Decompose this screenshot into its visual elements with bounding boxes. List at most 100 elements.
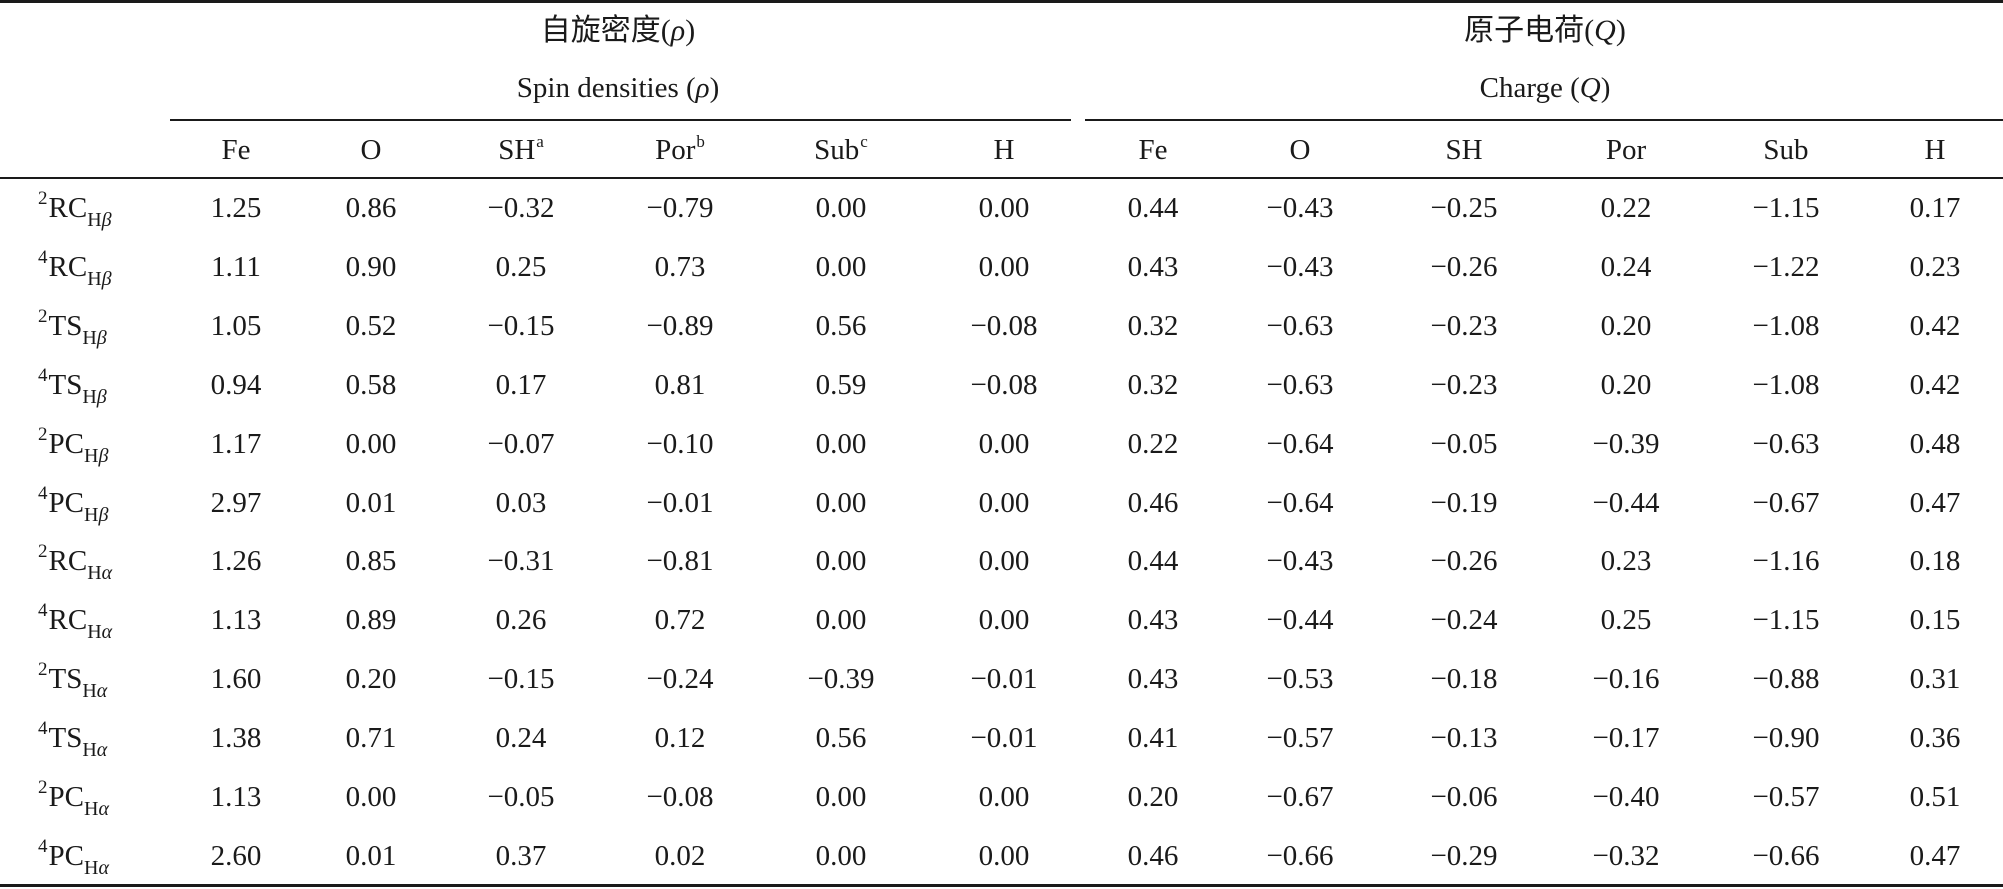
table-cell: 0.43 <box>1127 604 1179 637</box>
table-cell: 0.20 <box>1127 781 1179 813</box>
spin-multiplicity: 2 <box>38 541 48 563</box>
top-rule <box>0 0 2003 3</box>
table-cell: −0.15 <box>487 663 555 696</box>
table-cell: −0.32 <box>1592 839 1660 872</box>
table-cell: 2.60 <box>210 839 262 872</box>
table-cell: −1.16 <box>1752 545 1820 578</box>
table-cell: 0.23 <box>1909 250 1961 283</box>
species-name: RC <box>48 192 88 224</box>
table-cell: −1.08 <box>1752 309 1820 342</box>
table-cell: 0.41 <box>1127 722 1179 755</box>
spin-multiplicity: 4 <box>38 835 48 857</box>
table-cell: 0.22 <box>1600 192 1652 224</box>
table-cell: 0.25 <box>1600 604 1652 637</box>
species-name: PC <box>48 486 84 519</box>
table-cell: −0.67 <box>1266 781 1334 813</box>
table-cell: −0.18 <box>1430 663 1498 696</box>
species-name: TS <box>48 309 83 342</box>
spin-multiplicity: 4 <box>38 246 48 268</box>
table-cell: 0.71 <box>345 722 397 755</box>
table-cell: −0.63 <box>1266 368 1334 401</box>
footnote-marker: a <box>536 132 544 151</box>
row-label: 4RCHβ <box>38 248 112 289</box>
table-cell: −0.19 <box>1430 486 1498 519</box>
hydrogen-position: Hα <box>82 739 108 762</box>
table-cell: 0.58 <box>345 368 397 401</box>
table-cell: 0.01 <box>345 486 397 519</box>
table-cell: −0.90 <box>1752 722 1820 755</box>
table-cell: 0.00 <box>978 427 1030 460</box>
species-name: TS <box>48 663 83 696</box>
table-cell: −0.26 <box>1430 250 1498 283</box>
table-cell: 0.00 <box>345 781 397 813</box>
table-cell: −0.23 <box>1430 309 1498 342</box>
column-header: Fe <box>1138 134 1168 166</box>
table-cell: 0.02 <box>654 839 706 872</box>
table-cell: −0.53 <box>1266 663 1334 696</box>
table-cell: 0.43 <box>1127 663 1179 696</box>
table-cell: −0.24 <box>646 663 714 696</box>
table-cell: 1.11 <box>211 250 261 283</box>
table-cell: 0.42 <box>1909 368 1961 401</box>
table-cell: −0.64 <box>1266 427 1334 460</box>
table-cell: 0.01 <box>345 839 397 872</box>
table-cell: −1.15 <box>1752 604 1820 637</box>
table-cell: −0.43 <box>1266 250 1334 283</box>
table-cell: 0.00 <box>815 604 867 637</box>
column-header: SHa <box>498 132 544 166</box>
row-label: 4PCHβ <box>38 484 108 525</box>
table-cell: 0.56 <box>815 722 867 755</box>
table-cell: −0.05 <box>487 781 555 813</box>
hydrogen-position: Hα <box>82 680 108 703</box>
table-cell: −0.13 <box>1430 722 1498 755</box>
spin-multiplicity: 2 <box>38 188 48 209</box>
table-cell: −0.05 <box>1430 427 1498 460</box>
table-cell: 0.20 <box>345 663 397 696</box>
table-cell: 0.24 <box>495 722 547 755</box>
table-cell: 1.25 <box>210 192 262 224</box>
column-header: SH <box>1445 134 1483 166</box>
table-cell: 1.60 <box>210 663 262 696</box>
table-cell: 0.44 <box>1127 192 1179 224</box>
table-cell: 1.13 <box>210 604 262 637</box>
hydrogen-position: Hβ <box>82 385 107 408</box>
hydrogen-position: Hα <box>87 562 113 585</box>
species-name: TS <box>48 722 83 755</box>
table-cell: 0.52 <box>345 309 397 342</box>
spin-density-header-cn: 自旋密度(ρ) <box>540 14 696 47</box>
hydrogen-position: Hα <box>83 798 109 820</box>
table-cell: −0.23 <box>1430 368 1498 401</box>
table-cell: −0.01 <box>646 486 714 519</box>
table-cell: 0.23 <box>1600 545 1652 578</box>
table-cell: −0.43 <box>1266 192 1334 224</box>
charge-group-rule <box>1085 119 2003 121</box>
table-cell: 0.00 <box>815 486 867 519</box>
table-cell: −0.24 <box>1430 604 1498 637</box>
table-cell: 0.48 <box>1909 427 1961 460</box>
row-label: 2PCHα <box>38 778 109 819</box>
column-header: Fe <box>221 134 251 166</box>
column-header: H <box>1924 134 1946 166</box>
hydrogen-position: Hα <box>87 621 113 644</box>
table-cell: 1.38 <box>210 722 262 755</box>
table-cell: 0.25 <box>495 250 547 283</box>
table-cell: 0.00 <box>815 545 867 578</box>
table-cell: 0.32 <box>1127 309 1179 342</box>
column-header: H <box>993 134 1015 166</box>
table-cell: 0.00 <box>978 486 1030 519</box>
spin-group-rule <box>170 119 1071 121</box>
spin-multiplicity: 4 <box>38 600 48 622</box>
column-header: Porb <box>655 132 705 166</box>
table-cell: −0.26 <box>1430 545 1498 578</box>
spin-multiplicity: 2 <box>38 777 48 798</box>
table-cell: −0.32 <box>487 192 555 224</box>
table-cell: 0.32 <box>1127 368 1179 401</box>
table-cell: 0.36 <box>1909 722 1961 755</box>
table-cell: 0.44 <box>1127 545 1179 578</box>
table-cell: −0.63 <box>1752 427 1820 460</box>
hydrogen-position: Hβ <box>83 503 109 526</box>
table-cell: −0.79 <box>646 192 714 224</box>
table-cell: −0.44 <box>1592 486 1660 519</box>
table-cell: −0.31 <box>487 545 555 578</box>
table-cell: −0.01 <box>970 663 1038 696</box>
